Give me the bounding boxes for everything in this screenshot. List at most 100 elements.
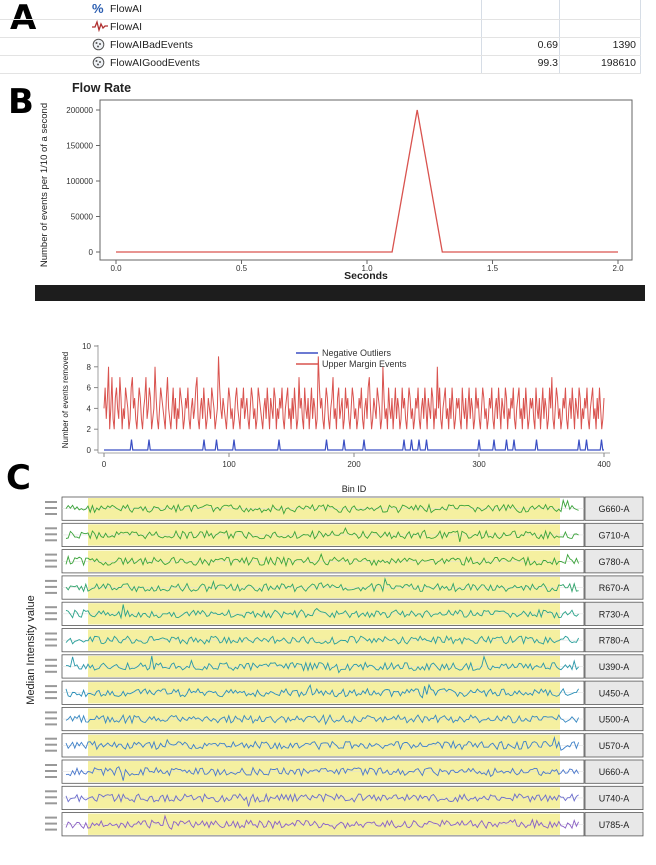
x-tick-label: 0.5	[236, 264, 248, 273]
y-tick-label: 150000	[66, 142, 93, 151]
channel-strip	[584, 601, 644, 626]
y-tick-label: 4	[87, 404, 92, 413]
x-tick-label: 0	[102, 460, 107, 469]
y-tick-label	[45, 559, 57, 562]
y-tick-label: 50000	[71, 213, 94, 222]
y-tick-group: 0 2 4 6 8 10	[82, 342, 98, 455]
series-line	[116, 109, 618, 253]
x-tick-label: 300	[472, 460, 486, 469]
channel-row: R730-A	[45, 601, 644, 626]
y-tick-label	[45, 527, 57, 530]
y-tick-label	[45, 685, 57, 688]
percent-icon: %	[92, 1, 104, 16]
y-tick-label	[45, 723, 57, 726]
y-tick-label	[45, 711, 57, 714]
channel-label: G710-A	[598, 530, 629, 540]
table-row[interactable]: FlowAIBadEvents 0.69 1390	[0, 36, 641, 56]
channel-series-line	[65, 498, 579, 515]
wave-icon	[92, 19, 108, 34]
y-tick-label	[45, 513, 57, 515]
row-count: 1390	[612, 39, 636, 51]
legend: Negative Outliers Upper Margin Events	[296, 348, 407, 369]
y-tick-label: 6	[87, 384, 92, 393]
x-tick-label: 0.0	[110, 264, 122, 273]
channel-strip	[584, 759, 644, 784]
channel-label: G660-A	[598, 504, 629, 514]
table-row[interactable]: FlowAI	[0, 18, 641, 38]
channel-row: U500-A	[45, 706, 644, 732]
y-tick-label	[45, 717, 57, 720]
gate-statistics-table: % FlowAI FlowAI FlowAIBadEvents 0.69 139…	[0, 0, 656, 74]
y-tick-label: 8	[87, 363, 92, 372]
y-tick-label	[45, 749, 57, 752]
y-tick-label	[45, 670, 57, 673]
y-tick-label	[45, 737, 57, 740]
y-tick-label	[45, 612, 57, 615]
table-row[interactable]: % FlowAI	[0, 0, 641, 20]
channel-strip	[584, 680, 644, 705]
y-tick-label	[45, 822, 57, 825]
y-tick-label	[45, 644, 57, 647]
channel-row: U390-A	[45, 654, 644, 679]
channel-strip	[584, 549, 644, 574]
y-tick-label: 0	[89, 248, 94, 257]
y-tick-label	[45, 565, 57, 568]
channel-row: R670-A	[45, 575, 644, 600]
channel-label: U500-A	[599, 715, 630, 725]
y-tick-label	[45, 606, 57, 609]
x-tick-label: 100	[222, 460, 236, 469]
y-tick-label	[45, 691, 57, 694]
channel-label: R780-A	[599, 636, 630, 646]
y-tick-label	[45, 790, 57, 793]
gate-icon	[92, 38, 106, 52]
y-tick-label	[45, 533, 57, 536]
channel-strip	[584, 628, 644, 653]
y-tick-label	[45, 507, 57, 509]
channel-series-line	[65, 713, 580, 726]
channel-series-line	[65, 577, 579, 594]
channel-row: U785-A	[45, 812, 644, 837]
y-tick-label	[45, 501, 57, 503]
row-percent: 99.3	[537, 57, 558, 69]
channel-strip	[584, 706, 644, 732]
channel-series-line	[65, 814, 580, 830]
y-tick-label	[45, 697, 57, 700]
channel-strip	[584, 522, 644, 547]
channel-series-line	[65, 604, 579, 620]
channel-strip	[584, 785, 644, 810]
y-tick-label	[45, 632, 57, 635]
table-row[interactable]: FlowAIGoodEvents 99.3 198610	[0, 54, 641, 74]
channel-label: U570-A	[599, 741, 630, 751]
y-axis-label: Number of events per 1/10 of a second	[39, 103, 50, 267]
y-tick-label: 100000	[66, 177, 93, 186]
channel-row: U740-A	[45, 785, 644, 810]
divider-bar	[35, 285, 645, 301]
legend-label: Upper Margin Events	[322, 359, 407, 369]
channel-row: U570-A	[45, 733, 644, 758]
x-tick-label: 400	[597, 460, 611, 469]
y-tick-label: 2	[87, 425, 92, 434]
y-tick-label	[45, 764, 57, 766]
channel-label: U740-A	[599, 793, 630, 803]
panel-label-b: B	[8, 82, 34, 122]
y-tick-label: 200000	[66, 106, 93, 115]
y-tick-label	[45, 828, 57, 831]
channel-strip	[584, 812, 644, 837]
x-tick-group: 0.0 0.5 1.0 1.5 2.0	[110, 260, 624, 273]
y-tick-label	[45, 802, 57, 805]
channel-strip	[584, 733, 644, 758]
channel-label: G780-A	[598, 557, 629, 567]
y-tick-label: 0	[87, 446, 92, 455]
y-tick-label	[45, 664, 57, 667]
x-tick-label: 1.5	[487, 264, 499, 273]
channel-strip	[584, 654, 644, 679]
gate-icon	[92, 56, 106, 70]
row-count: 198610	[600, 57, 636, 69]
chart-title: Flow Rate	[72, 81, 131, 95]
row-label: FlowAI	[110, 3, 143, 15]
y-tick-label	[45, 539, 57, 542]
flow-rate-chart: Flow Rate 0 50000 100000 150000 200000 0.0 0.…	[39, 81, 633, 282]
y-tick-group: 0 50000 100000 150000 200000	[66, 106, 100, 257]
x-tick-label: 1.0	[361, 264, 373, 273]
series-line	[104, 439, 604, 451]
